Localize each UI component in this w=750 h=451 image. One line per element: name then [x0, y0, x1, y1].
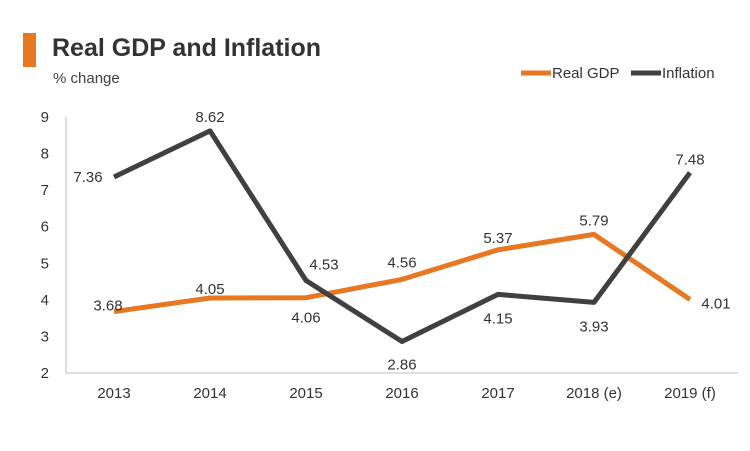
- x-tick-label: 2016: [385, 385, 418, 402]
- data-label: 4.15: [483, 310, 512, 327]
- title-accent-bar: [23, 33, 36, 67]
- y-tick-label: 6: [41, 219, 49, 236]
- data-label: 4.56: [387, 254, 416, 271]
- data-label: 5.79: [579, 212, 608, 229]
- legend-label: Real GDP: [552, 65, 620, 82]
- legend-label: Inflation: [662, 65, 715, 82]
- data-label: 8.62: [195, 109, 224, 126]
- x-tick-label: 2019 (f): [664, 385, 716, 402]
- x-tick-label: 2015: [289, 385, 322, 402]
- chart-title: Real GDP and Inflation: [52, 34, 322, 62]
- data-label: 2.86: [387, 357, 416, 374]
- x-tick-label: 2014: [193, 385, 226, 402]
- data-label: 4.05: [195, 281, 224, 298]
- series-line-real-gdp: [113, 231, 692, 315]
- data-label: 3.93: [579, 318, 608, 335]
- y-tick-label: 9: [41, 109, 49, 126]
- data-label: 3.68: [93, 298, 122, 315]
- data-label: 4.01: [701, 295, 730, 312]
- x-tick-label: 2018 (e): [566, 385, 622, 402]
- series-line-inflation: [112, 128, 693, 344]
- data-label: 7.48: [675, 152, 704, 169]
- data-label: 4.06: [291, 310, 320, 327]
- y-tick-label: 7: [41, 182, 49, 199]
- x-tick-label: 2013: [97, 385, 130, 402]
- y-tick-label: 2: [41, 365, 49, 382]
- y-tick-label: 8: [41, 146, 49, 163]
- y-tick-label: 4: [41, 292, 49, 309]
- data-label: 4.53: [309, 256, 338, 273]
- x-tick-label: 2017: [481, 385, 514, 402]
- y-tick-label: 3: [41, 328, 49, 345]
- data-label: 5.37: [483, 230, 512, 247]
- data-label: 7.36: [73, 169, 102, 186]
- y-tick-label: 5: [41, 255, 49, 272]
- chart-subtitle: % change: [53, 70, 120, 87]
